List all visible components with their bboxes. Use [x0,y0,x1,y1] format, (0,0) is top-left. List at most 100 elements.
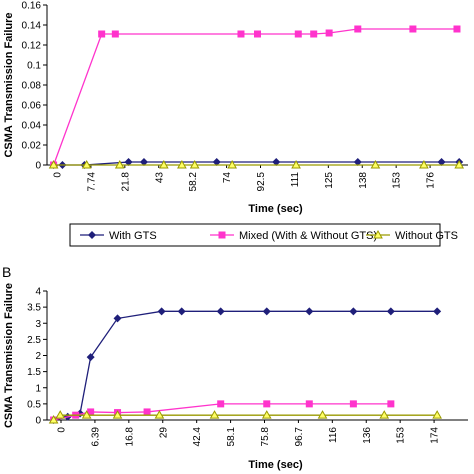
x-tick-label: 116 [328,427,339,443]
y-tick-label: 0.16 [22,1,42,12]
data-point [387,400,395,408]
series-without-gts [48,159,465,169]
data-point [217,400,225,408]
series-without-gts [48,410,443,424]
x-tick-label: 0 [57,427,68,433]
data-point [454,159,465,169]
y-tick-label: 0.06 [22,101,42,112]
data-point [379,410,390,419]
x-tick-label: 58.2 [188,172,199,192]
data-point [157,307,166,316]
x-tick-label: 111 [290,172,301,188]
data-point [263,400,271,408]
data-point [317,410,328,419]
y-tick-label: 2 [35,351,41,362]
data-point [370,159,381,169]
data-point [154,410,165,419]
data-point [189,159,200,169]
x-axis-title: Time (sec) [248,203,303,215]
data-point [325,29,333,37]
chart-panel-a: 0 0.02 0.04 0.06 0.08 0.1 0.12 0.14 0.16 0 7.74 21.… [3,1,468,215]
y-tick-label: 0 [35,416,41,427]
x-tick-label: 0 [53,172,64,178]
series-mixed-with-without-gts [50,25,461,169]
y-axis-title: CSMA Transmission Failure [3,283,15,428]
x-tick-label: 42.4 [192,427,203,447]
data-point [212,158,221,166]
data-point [305,307,314,316]
data-point [353,158,362,166]
y-tick-label: 0.14 [22,21,42,32]
data-point [453,25,461,33]
data-point [261,410,272,419]
x-tick-label: 138 [358,172,369,189]
data-point [305,400,313,408]
y-tick-label: 0.08 [22,81,42,92]
data-point [272,158,281,166]
y-tick-label: 0.04 [22,121,42,132]
data-point [254,30,261,38]
x-tick-label: 176 [426,172,437,189]
data-point [158,159,169,169]
legend-label: Without GTS [395,230,458,242]
x-tick-label: 153 [392,172,403,189]
data-point [409,25,417,33]
x-tick-label: 6.39 [90,427,101,447]
legend-entry: With GTS [80,230,157,242]
legend-marker [373,229,383,239]
series-with-gts [49,158,464,169]
x-tick-label: 29 [158,427,169,439]
legend-label: Mixed (With & Without GTS) [239,230,377,242]
series-line [53,28,457,166]
data-point [48,159,59,169]
data-point [227,159,238,169]
x-tick-label: 136 [362,427,373,444]
data-point [437,158,446,166]
data-point [87,408,95,416]
data-point [262,307,271,316]
x-tick-label: 74 [222,172,233,184]
data-point [111,30,119,38]
data-point [55,410,66,419]
data-point [209,410,220,419]
data-point [349,400,357,408]
data-point [113,314,122,323]
y-tick-label: 1 [35,383,41,394]
x-tick-label: 153 [396,427,407,444]
x-tick-label: 96.7 [294,427,305,447]
legend: With GTS Mixed (With & Without GTS) Withou… [69,223,458,247]
series-with-gts [49,307,442,424]
data-point [112,410,123,419]
data-point [98,30,106,38]
data-point [349,307,358,316]
data-point [386,307,395,316]
y-tick-label: 0.1 [27,61,41,72]
data-point [419,159,429,169]
x-tick-label: 58.1 [226,427,237,447]
data-point [237,30,245,38]
data-point [310,30,318,38]
x-tick-label: 7.74 [86,172,97,192]
y-tick-label: 4 [35,287,41,298]
x-tick-label: 75.8 [260,427,271,447]
y-tick-label: 1.5 [27,367,41,378]
legend-label: With GTS [109,230,157,242]
data-point [86,353,95,362]
data-point [124,158,133,166]
y-tick-label: 3.5 [27,303,41,314]
legend-entry: Mixed (With & Without GTS) [210,230,377,242]
data-point [114,159,125,169]
x-tick-label: 43 [154,172,165,184]
data-point [177,307,186,316]
data-point [354,25,362,33]
y-tick-label: 3 [35,319,41,330]
y-tick-label: 0.12 [22,41,42,52]
y-tick-label: 2.5 [27,335,41,346]
data-point [216,307,225,316]
data-point [432,410,443,419]
y-tick-label: 0 [35,161,41,172]
data-point [48,414,59,424]
data-point [291,159,301,169]
series-line [53,414,438,421]
